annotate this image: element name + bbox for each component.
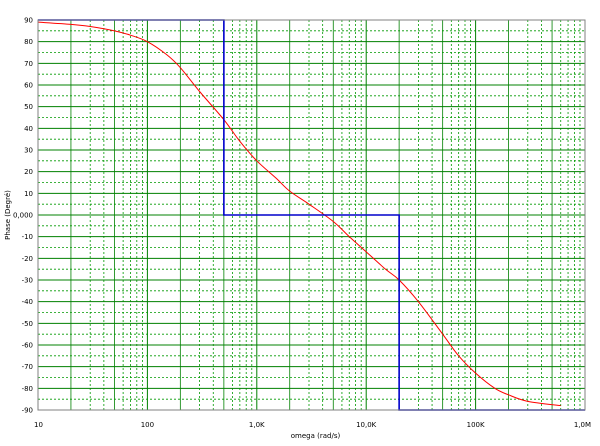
x-tick-label: 100 — [141, 421, 154, 429]
x-tick-label: 1,0K — [249, 421, 265, 429]
y-tick-label: 90 — [24, 17, 33, 25]
x-tick-label: 10 — [34, 421, 43, 429]
x-tick-label: 10,0K — [356, 421, 377, 429]
x-tick-label: 1,0M — [574, 421, 591, 429]
x-tick-label: 100K — [467, 421, 485, 429]
frame-layer — [37, 19, 586, 411]
y-axis-title: Phase (Degré) — [4, 190, 12, 240]
y-tick-label: -80 — [22, 385, 33, 393]
y-tick-label: 0,000 — [13, 212, 33, 220]
series-line-phase — [37, 21, 561, 407]
y-tick-label: -40 — [22, 298, 33, 306]
y-tick-label: 50 — [24, 103, 33, 111]
y-tick-label: -60 — [22, 342, 33, 350]
y-tick-label: -90 — [22, 407, 33, 415]
y-tick-label: -50 — [22, 320, 33, 328]
x-axis-title: omega (rad/s) — [291, 432, 341, 440]
y-tick-label: -20 — [22, 255, 33, 263]
y-tick-label: -30 — [22, 277, 33, 285]
plot-frame — [37, 19, 586, 411]
y-tick-label: 20 — [24, 168, 33, 176]
y-tick-label: 40 — [24, 125, 33, 133]
y-tick-label: 80 — [24, 38, 33, 46]
y-tick-label: 10 — [24, 190, 33, 198]
y-tick-label: -70 — [22, 363, 33, 371]
y-tick-label: 70 — [24, 60, 33, 68]
label-layer: 90 80 70 60 50 40 30 20 10 0,000 -10 -20 -30 -40 -50 -6… — [4, 17, 591, 441]
y-tick-label: -10 — [22, 233, 33, 241]
y-tick-label: 60 — [24, 82, 33, 90]
y-tick-label: 30 — [24, 147, 33, 155]
